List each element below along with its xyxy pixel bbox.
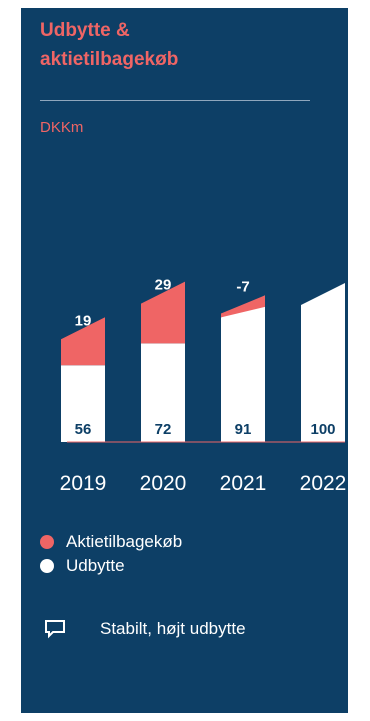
x-tick-label-2022: 2022 bbox=[300, 472, 347, 495]
value-label-bottom-2021: 91 bbox=[235, 421, 252, 438]
buyback-dot-icon bbox=[40, 535, 54, 549]
value-label-top-2020: 29 bbox=[155, 277, 172, 294]
legend-item-buyback: Aktietilbagekøb bbox=[40, 530, 182, 554]
bar-udbytte-2020 bbox=[141, 343, 185, 442]
note-text: Stabilt, højt udbytte bbox=[100, 619, 246, 638]
legend: Aktietilbagekøb Udbytte bbox=[40, 530, 182, 578]
legend-label-dividend: Udbytte bbox=[66, 556, 125, 575]
value-label-top-2021: -7 bbox=[236, 278, 249, 295]
speech-bubble-icon bbox=[45, 620, 65, 639]
chart-title-line-2: aktietilbagekøb bbox=[40, 49, 179, 70]
value-label-bottom-2022: 100 bbox=[310, 421, 335, 438]
value-label-bottom-2019: 56 bbox=[75, 421, 92, 438]
note: Stabilt, højt udbytte bbox=[40, 618, 246, 640]
legend-label-buyback: Aktietilbagekøb bbox=[66, 532, 183, 551]
value-label-bottom-2020: 72 bbox=[155, 421, 172, 438]
chart-title-line-1: Udbytte & bbox=[40, 20, 130, 41]
chart-title: Udbytte & aktietilbagekøb bbox=[40, 16, 178, 74]
bar-udbytte-2022 bbox=[301, 283, 345, 442]
title-divider bbox=[40, 100, 310, 101]
bar-udbytte-2019 bbox=[61, 365, 105, 442]
legend-item-dividend: Udbytte bbox=[40, 554, 182, 578]
stacked-bar-chart: 19 56 2019 29 72 2020 -7 91 2021 100 2022 bbox=[60, 277, 347, 495]
x-tick-label-2019: 2019 bbox=[60, 472, 107, 495]
value-label-top-2019: 19 bbox=[75, 312, 92, 329]
x-tick-label-2021: 2021 bbox=[220, 472, 267, 495]
bar-udbytte-2021 bbox=[221, 295, 265, 442]
dividend-dot-icon bbox=[40, 559, 54, 573]
bar-aktietilbagekoeb-2021 bbox=[221, 295, 265, 318]
bars-group bbox=[61, 281, 345, 443]
labels-group: 19 56 2019 29 72 2020 -7 91 2021 100 2022 bbox=[60, 277, 347, 495]
x-tick-label-2020: 2020 bbox=[140, 472, 187, 495]
bar-aktietilbagekoeb-2020 bbox=[141, 281, 185, 344]
bar-aktietilbagekoeb-2019 bbox=[61, 317, 105, 366]
unit-label: DKKm bbox=[40, 119, 84, 136]
